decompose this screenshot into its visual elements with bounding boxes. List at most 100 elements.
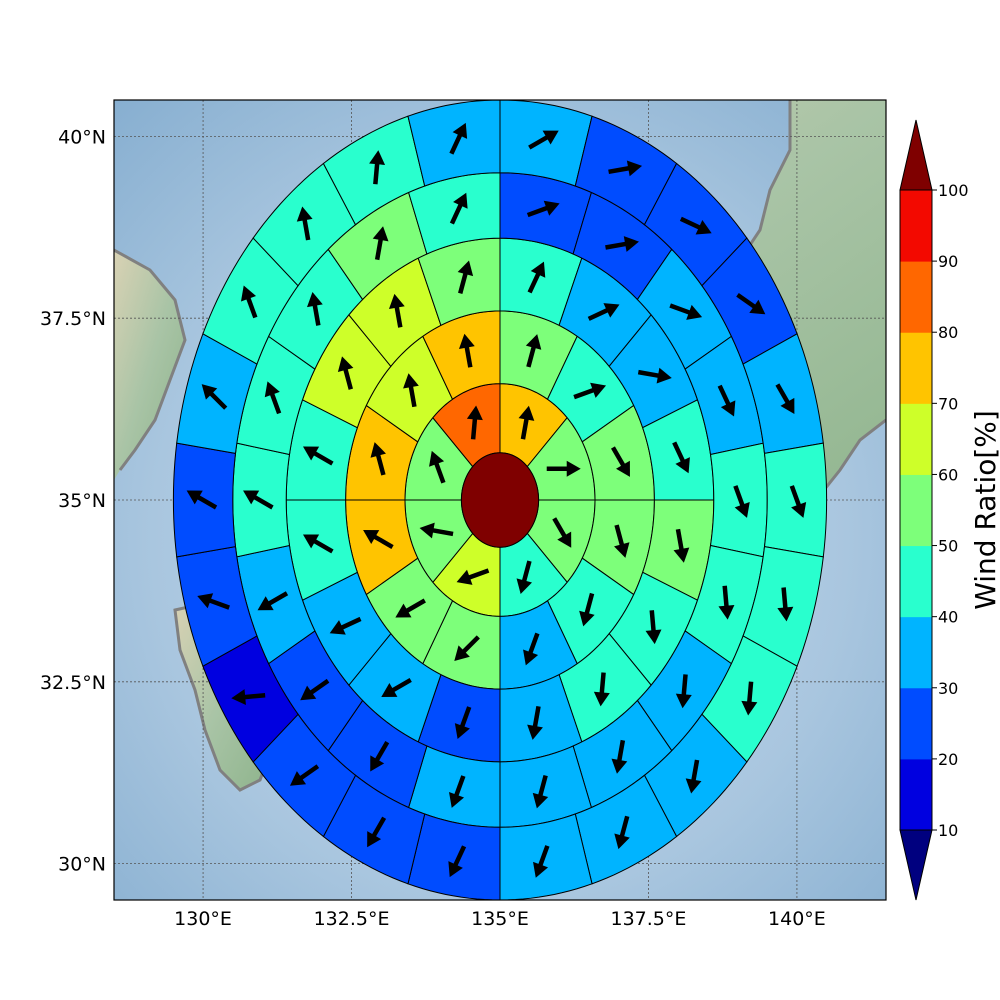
wind-arrow [775, 383, 795, 415]
wind-arrow [419, 522, 454, 539]
wind-arrow [789, 485, 807, 518]
wind-arrow [645, 610, 662, 645]
wind-arrow [685, 759, 702, 794]
wind-arrow [458, 333, 475, 368]
wind-arrow [587, 303, 620, 321]
wind-arrow [201, 384, 228, 410]
wind-arrow [289, 764, 320, 786]
y-tick-label: 35°N [58, 490, 106, 512]
wind-arrow [525, 334, 542, 368]
wind-arrow [454, 635, 480, 661]
colorbar-bin [900, 545, 932, 618]
colorbar-bin [900, 190, 932, 262]
x-tick-label: 135°E [471, 908, 529, 930]
wind-arrow [532, 774, 549, 809]
y-tick-label: 40°N [58, 126, 106, 148]
wind-arrow [526, 200, 560, 218]
colorbar-tick-label: 100 [938, 181, 969, 200]
wind-arrow [679, 216, 712, 235]
wind-arrow [456, 568, 490, 585]
colorbar-tick-label: 60 [938, 465, 958, 484]
y-tick-label: 30°N [58, 854, 106, 876]
colorbar-tick-label: 30 [938, 679, 958, 698]
wind-arrow [372, 226, 389, 261]
wind-arrow [449, 192, 468, 225]
colorbar-tick-label: 50 [938, 537, 958, 556]
wind-arrow [611, 739, 628, 774]
y-tick-label: 32.5°N [40, 672, 106, 694]
wind-arrow [264, 381, 282, 415]
wind-arrow [637, 367, 672, 384]
wind-arrow [296, 206, 313, 241]
wind-arrow [614, 815, 630, 850]
wind-arrow [243, 490, 274, 510]
land-korea [114, 250, 185, 480]
wind-arrow [363, 530, 394, 549]
wind-arrow [605, 236, 639, 252]
wind-arrow [673, 528, 690, 563]
wind-arrow [457, 260, 474, 294]
wind-arrow [307, 291, 323, 326]
wind-arrow [614, 524, 630, 558]
wind-arrow [337, 356, 354, 390]
wind-arrow [546, 460, 581, 477]
map-frame [113, 99, 887, 901]
wind-arrow [240, 285, 258, 319]
wind-arrow [669, 303, 703, 320]
wind-arrow [429, 450, 446, 484]
wind-arrow [608, 160, 643, 177]
wind-arrow [527, 705, 543, 740]
wind-arrow [573, 382, 607, 400]
wind-arrow [593, 672, 610, 707]
colorbar-bin [900, 403, 932, 475]
x-tick-label: 140°E [768, 908, 826, 930]
wind-arrow [528, 130, 559, 150]
x-tick-label: 137.5°E [611, 908, 687, 930]
wind-arrow [518, 405, 535, 440]
y-tick-label: 37.5°N [40, 308, 106, 330]
wind-arrow [718, 585, 735, 620]
wind-arrow [302, 534, 334, 554]
wind-arrow [370, 442, 386, 476]
colorbar: 10 20 30 40 50 60 70 80 90 100 [899, 119, 969, 901]
colorbar-tick-label: 70 [938, 394, 958, 413]
wind-arrow [370, 740, 390, 772]
colorbar-extend-max [899, 119, 933, 191]
wind-arrows [186, 122, 807, 878]
colorbar-bin [900, 758, 932, 831]
wind-arrow [552, 517, 572, 548]
wind-arrow [733, 485, 750, 518]
wind-arrow [448, 845, 467, 878]
colorbar-bin [900, 616, 932, 689]
colorbar-bin [900, 332, 932, 404]
wind-arrow [454, 706, 472, 739]
wind-arrow [736, 292, 766, 315]
wind-arrow [717, 384, 736, 417]
wind-arrow [231, 689, 266, 706]
wind-arrow [257, 591, 289, 611]
wind-arrow [302, 446, 334, 466]
center-disc [460, 452, 540, 548]
colorbar-tick-label: 10 [938, 821, 958, 840]
wind-arrow [395, 598, 426, 618]
colorbar-frame [899, 189, 933, 831]
wind-sectors [172, 100, 828, 900]
wind-arrow [197, 593, 230, 610]
wind-arrow [381, 678, 412, 697]
wind-arrow [369, 150, 386, 185]
x-tick-label: 130°E [174, 908, 232, 930]
colorbar-label: Wind Ratio[%] [969, 410, 1000, 610]
wind-arrow [523, 632, 540, 666]
colorbar-bin [900, 474, 932, 547]
wind-arrow [777, 587, 794, 622]
wind-arrow [300, 678, 330, 701]
wind-arrow [367, 816, 387, 848]
wind-arrow [672, 441, 690, 474]
colorbar-tick-label: 90 [938, 252, 958, 271]
x-tick-label: 132.5°E [314, 908, 390, 930]
wind-arrow [466, 405, 483, 440]
colorbar-extend-min [899, 829, 933, 901]
colorbar-tick-label: 20 [938, 750, 958, 769]
colorbar-tick-label: 40 [938, 608, 958, 627]
